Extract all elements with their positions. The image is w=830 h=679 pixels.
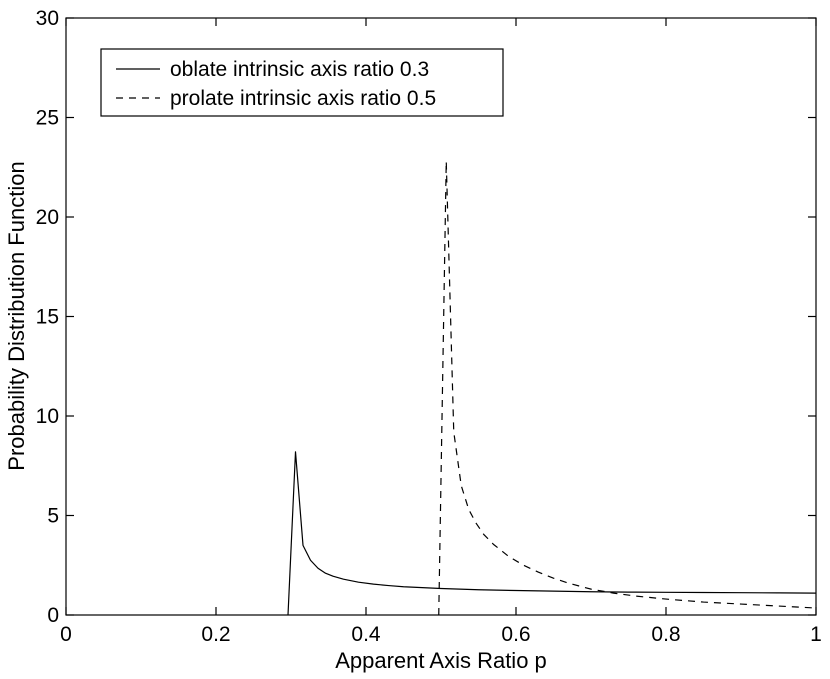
y-tick-label: 20	[36, 206, 59, 229]
x-tick-label: 1	[810, 623, 822, 646]
y-tick-label: 15	[36, 306, 59, 329]
tick-marks	[65, 17, 817, 616]
series-line-prolate	[438, 160, 817, 616]
y-tick-label: 10	[36, 405, 59, 428]
legend-box	[100, 48, 504, 117]
x-tick-label: 0.2	[201, 623, 230, 646]
y-axis-label: Probability Distribution Function	[4, 161, 29, 470]
y-tick-label: 0	[47, 604, 59, 627]
x-tick-label: 0	[60, 623, 72, 646]
legend-label-prolate: prolate intrinsic axis ratio 0.5	[170, 87, 436, 110]
x-axis-label: Apparent Axis Ratio p	[335, 648, 547, 673]
y-tick-label: 5	[47, 505, 59, 528]
x-tick-label: 0.6	[501, 623, 530, 646]
x-tick-label: 0.8	[651, 623, 680, 646]
series-line-oblate	[287, 451, 817, 616]
legend: oblate intrinsic axis ratio 0.3 prolate …	[100, 48, 504, 117]
legend-label-oblate: oblate intrinsic axis ratio 0.3	[170, 58, 429, 81]
y-tick-label: 30	[36, 7, 59, 30]
y-tick-label: 25	[36, 107, 59, 130]
series-lines	[287, 160, 817, 616]
x-tick-label: 0.4	[351, 623, 381, 646]
